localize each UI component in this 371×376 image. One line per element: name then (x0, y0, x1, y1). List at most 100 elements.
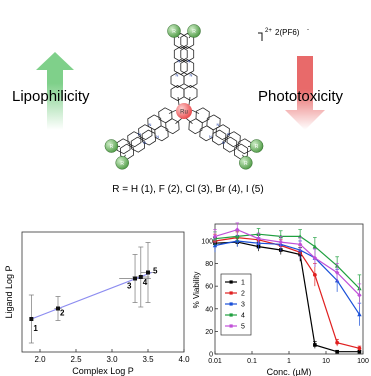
r-group-label: R (244, 161, 248, 167)
nitrogen-label: N (209, 134, 212, 139)
data-point (235, 227, 240, 232)
logp-correlation-chart: 2.0 2.5 3.0 3.5 4.0 1 2 3 45 Complex Log P Liga… (4, 231, 190, 376)
legend-label: 3 (241, 302, 245, 309)
legend-label: 5 (241, 324, 245, 331)
y-axis-label: % Viability (192, 272, 201, 309)
r-group-label: R (192, 29, 196, 35)
r-group-label: R (110, 144, 114, 150)
point-label: 2 (60, 309, 65, 318)
data-point (357, 292, 362, 298)
data-point (29, 317, 34, 321)
ring (147, 114, 162, 131)
y-tick-label: 80 (205, 261, 213, 268)
ring (130, 136, 146, 153)
x-axis-label: Conc. (µM) (267, 367, 312, 376)
counterion-label: 2(PF6) (275, 28, 300, 37)
substituent-caption: R = H (1), F (2), Cl (3), Br (4), I (5) (112, 184, 263, 195)
x-tick-label: 1 (287, 358, 291, 365)
nitrogen-label: N (227, 131, 230, 136)
ring (199, 125, 214, 142)
bond (191, 109, 200, 114)
legend-label: 4 (241, 313, 245, 320)
nitrogen-label: N (138, 131, 141, 136)
fit-line (31, 271, 152, 320)
ring (183, 85, 198, 101)
data-point (133, 276, 138, 281)
nitrogen-label: N (143, 140, 146, 145)
nitrogen-label: N (222, 140, 225, 145)
nitrogen-label: N (176, 73, 179, 78)
legend-marker (229, 302, 233, 306)
data-point (334, 270, 340, 275)
r-group-label: R (120, 161, 124, 167)
bond (168, 109, 177, 114)
legend: 1 2 3 4 5 (220, 273, 252, 336)
point-label: 4 (143, 278, 148, 287)
series-lines (212, 222, 362, 354)
ring (226, 131, 241, 148)
bond (175, 118, 182, 124)
ring (188, 118, 203, 135)
data-point (312, 244, 318, 249)
viability-chart: 0 20 40 60 80 100 0.01 0.1 1 10 100 1 2 3 4 5 Conc. (… (192, 222, 369, 376)
charge-label: 2+ (265, 28, 272, 34)
y-tick-label: 40 (205, 306, 213, 313)
data-point (146, 270, 150, 275)
ring (180, 59, 195, 75)
data-point (335, 340, 340, 345)
legend-label: 2 (241, 291, 245, 298)
data-point (297, 234, 303, 239)
x-tick-label: 0.01 (208, 358, 222, 365)
nitrogen-label: N (188, 59, 191, 64)
point-labels: 1 2 3 45 (33, 267, 158, 334)
ring (138, 124, 153, 141)
y-tick-label: 60 (205, 284, 213, 291)
bond (188, 96, 191, 106)
ring (173, 59, 188, 75)
legend-marker (229, 280, 233, 284)
point-label: 1 (33, 324, 38, 333)
x-tick-label: 2.0 (34, 355, 46, 364)
nitrogen-label: N (178, 59, 181, 64)
series-line-2 (214, 236, 360, 349)
data-point (212, 234, 218, 239)
nitrogen-label: N (149, 122, 152, 127)
r-group-markers: R R R R R R (104, 24, 264, 170)
complex-scheme: Lipophilicity Phototoxicity 2+ 2(PF6) - … (12, 24, 344, 195)
y-axis-label: Ligand Log P (4, 265, 14, 318)
x-ticks: 0.01 0.1 1 10 100 (208, 351, 369, 365)
ring (141, 129, 156, 146)
data-point (256, 236, 261, 241)
plot-frame (21, 231, 185, 353)
x-tick-label: 0.1 (247, 358, 257, 365)
x-tick-label: 3.0 (106, 355, 118, 364)
x-tick-label: 4.0 (178, 355, 190, 364)
data-point (335, 349, 339, 354)
y-tick-label: 20 (205, 329, 213, 336)
ring (180, 46, 195, 62)
y-tick-label: 0 (209, 352, 213, 359)
data-point (357, 346, 362, 351)
x-axis-label: Complex Log P (72, 366, 134, 376)
counterion-superscript: - (307, 27, 309, 33)
ring (127, 131, 142, 148)
r-group-ball (115, 156, 129, 170)
ruthenium-label: Ru (180, 110, 188, 116)
legend-marker (229, 324, 233, 328)
y-tick-label: 100 (201, 238, 213, 245)
r-group-ball (187, 24, 201, 38)
series-line-3 (214, 240, 360, 315)
x-ticks: 2.0 2.5 3.0 3.5 4.0 (34, 349, 190, 364)
lipophilicity-label: Lipophilicity (12, 88, 90, 105)
phototoxicity-label: Phototoxicity (258, 88, 344, 105)
r-group-label: R (172, 29, 176, 35)
data-points (29, 270, 150, 321)
ring (173, 46, 188, 62)
point-label: 5 (153, 267, 158, 276)
ring (183, 72, 198, 88)
data-point (297, 242, 303, 247)
series-line-1 (214, 241, 360, 353)
nitrogen-label: N (190, 73, 193, 78)
ring (158, 107, 173, 124)
lipophilicity-arrow (36, 52, 74, 130)
